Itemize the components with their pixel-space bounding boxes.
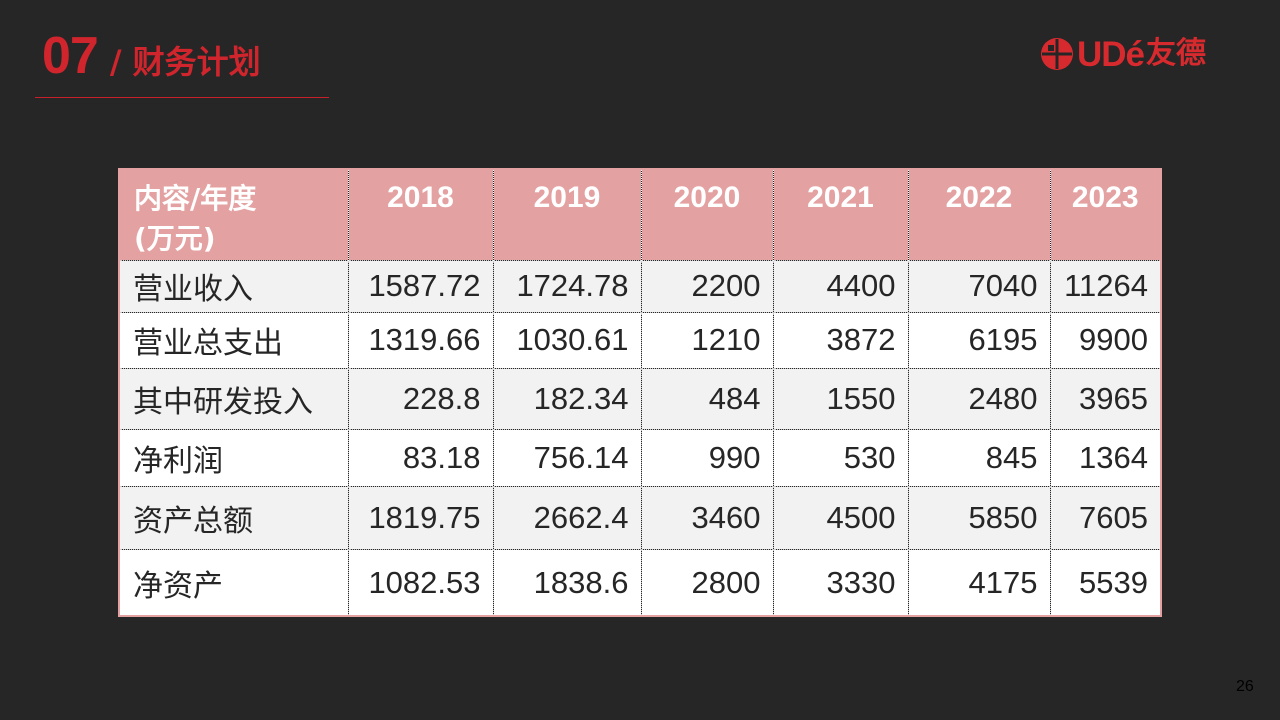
- table-row: 净资产 1082.53 1838.6 2800 3330 4175 5539: [119, 549, 1161, 616]
- section-title: / 财务计划: [109, 43, 261, 81]
- table-cell: 2480: [908, 368, 1051, 430]
- row-label: 净资产: [119, 549, 349, 616]
- logo-latin-text: UDé: [1077, 34, 1145, 74]
- table-cell: 2200: [641, 259, 774, 313]
- table-cell: 3872: [773, 311, 909, 369]
- company-logo: UDé 友德: [1040, 34, 1206, 74]
- financial-plan-table: 内容/年度 (万元) 2018 2019 2020 2021 2022 2023…: [118, 168, 1162, 617]
- table-cell: 990: [641, 429, 774, 487]
- row-label: 营业收入: [119, 259, 349, 313]
- table-cell: 5850: [908, 485, 1051, 550]
- table-cell: 1838.6: [493, 549, 642, 616]
- year-header: 2018: [348, 169, 494, 260]
- row-label: 净利润: [119, 429, 349, 487]
- table-cell: 1364: [1050, 429, 1161, 487]
- header-label-line1: 内容/年度: [134, 182, 257, 215]
- table-cell: 1550: [773, 368, 909, 430]
- year-header: 2020: [641, 169, 774, 260]
- row-label: 营业总支出: [119, 311, 349, 369]
- table-cell: 7040: [908, 259, 1051, 313]
- table-cell: 1724.78: [493, 259, 642, 313]
- table-cell: 182.34: [493, 368, 642, 430]
- table-cell: 484: [641, 368, 774, 430]
- year-header: 2019: [493, 169, 642, 260]
- table-cell: 530: [773, 429, 909, 487]
- table-row: 营业总支出 1319.66 1030.61 1210 3872 6195 990…: [119, 311, 1161, 369]
- table-cell: 1587.72: [348, 259, 494, 313]
- table-cell: 2662.4: [493, 485, 642, 550]
- table-cell: 4500: [773, 485, 909, 550]
- table-row: 其中研发投入 228.8 182.34 484 1550 2480 3965: [119, 368, 1161, 430]
- table-cell: 756.14: [493, 429, 642, 487]
- table-cell: 4400: [773, 259, 909, 313]
- table-cell: 3460: [641, 485, 774, 550]
- row-label: 资产总额: [119, 485, 349, 550]
- page-number: 26: [1236, 678, 1254, 695]
- table-cell: 1082.53: [348, 549, 494, 616]
- table-cell: 5539: [1050, 549, 1161, 616]
- table-cell: 845: [908, 429, 1051, 487]
- year-header: 2023: [1050, 169, 1161, 260]
- logo-chinese-text: 友德: [1146, 36, 1207, 71]
- table-cell: 1210: [641, 311, 774, 369]
- table-cell: 4175: [908, 549, 1051, 616]
- table-cell: 3965: [1050, 368, 1161, 430]
- table-cell: 9900: [1050, 311, 1161, 369]
- table-header-row: 内容/年度 (万元) 2018 2019 2020 2021 2022 2023: [119, 169, 1161, 260]
- table-cell: 1819.75: [348, 485, 494, 550]
- table-cell: 83.18: [348, 429, 494, 487]
- table-cell: 11264: [1050, 259, 1161, 313]
- table-cell: 1319.66: [348, 311, 494, 369]
- table-cell: 228.8: [348, 368, 494, 430]
- title-underline: [35, 97, 329, 98]
- table-row: 营业收入 1587.72 1724.78 2200 4400 7040 1126…: [119, 259, 1161, 313]
- header-label-line2: (万元): [134, 222, 216, 255]
- year-header: 2021: [773, 169, 909, 260]
- table-row: 净利润 83.18 756.14 990 530 845 1364: [119, 429, 1161, 487]
- slide-title: 07 / 财务计划: [42, 30, 261, 82]
- table-row: 资产总额 1819.75 2662.4 3460 4500 5850 7605: [119, 485, 1161, 550]
- logo-mark-icon: [1041, 38, 1073, 70]
- year-header: 2022: [908, 169, 1051, 260]
- section-number: 07: [42, 27, 99, 85]
- table-cell: 2800: [641, 549, 774, 616]
- table-cell: 7605: [1050, 485, 1161, 550]
- table-cell: 3330: [773, 549, 909, 616]
- table-cell: 6195: [908, 311, 1051, 369]
- table-cell: 1030.61: [493, 311, 642, 369]
- header-label-cell: 内容/年度 (万元): [119, 169, 349, 260]
- row-label: 其中研发投入: [119, 368, 349, 430]
